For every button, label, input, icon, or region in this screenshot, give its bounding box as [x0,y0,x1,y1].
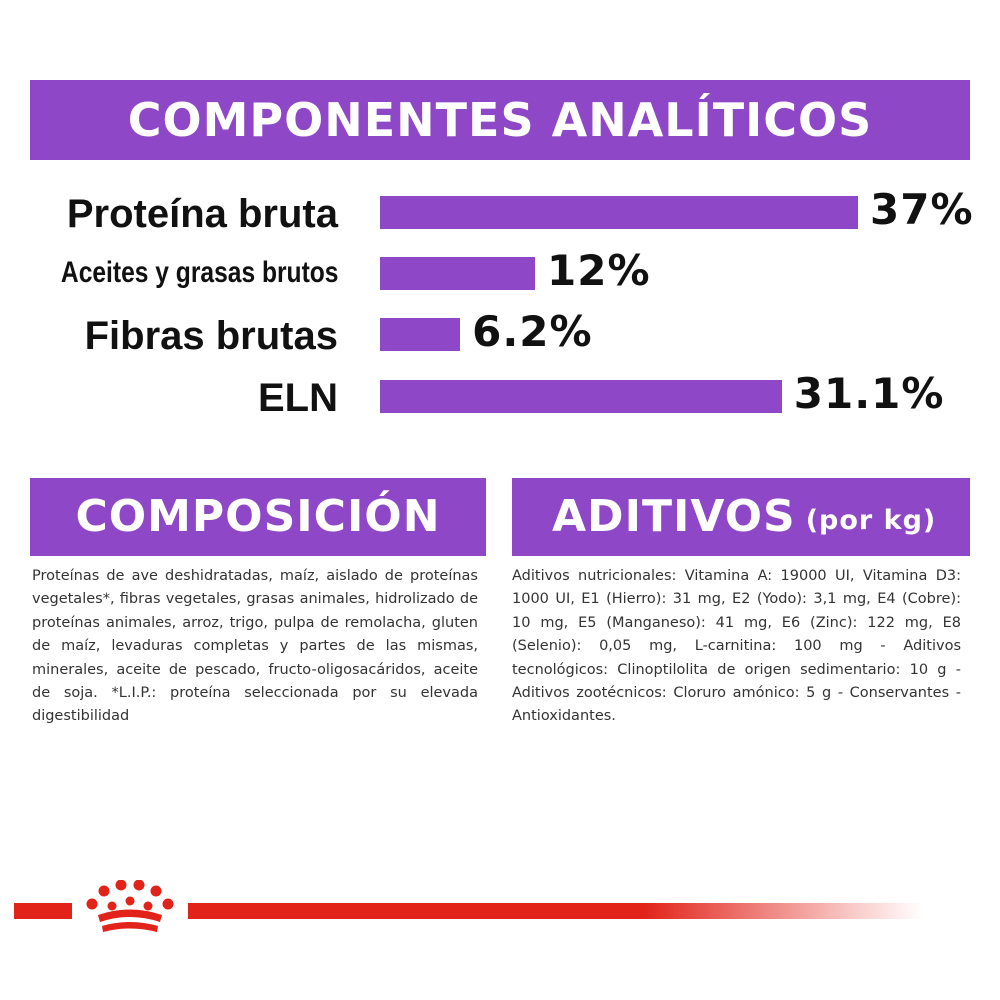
value-bar [380,196,858,229]
analytical-components-title: COMPONENTES ANALÍTICOS [127,93,873,147]
additives-unit: (por kg) [805,505,937,536]
value-label: 37% [870,185,974,234]
additives-header: ADITIVOS (por kg) [512,478,970,556]
nutrient-label: Fibras brutas [84,314,338,358]
value-label: 12% [547,246,651,295]
value-bar [380,380,782,413]
nutrient-label: Aceites y grasas brutos [60,256,338,289]
footer-line-right [188,903,923,919]
additives-title: ADITIVOS [552,491,796,542]
nutrient-label: Proteína bruta [66,192,338,236]
composition-text: Proteínas de ave deshidratadas, maíz, ai… [32,568,478,725]
composition-title: COMPOSICIÓN [75,491,441,542]
composition-header: COMPOSICIÓN [30,478,486,556]
value-label: 6.2% [472,307,593,356]
additives-text: Aditivos nutricionales: Vitamina A: 1900… [512,568,961,725]
footer-line-left [14,903,72,919]
analytical-components-header: COMPONENTES ANALÍTICOS [30,80,970,160]
value-label: 31.1% [793,369,945,418]
value-bar [380,257,536,290]
royal-canin-crown-icon [86,880,174,932]
nutrient-label: ELN [258,376,338,420]
value-bar [380,318,461,351]
